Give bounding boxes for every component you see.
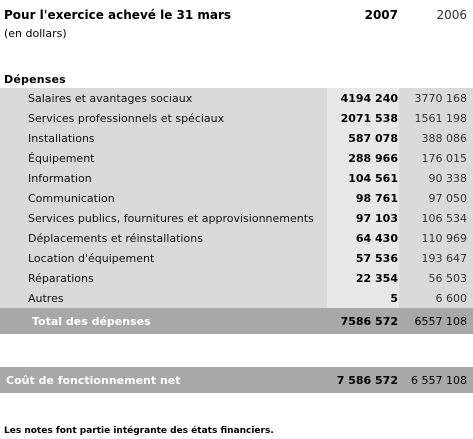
- table-row: Réparations 22 354 56 503: [0, 269, 473, 289]
- expense-label: Déplacements et réinstallations: [28, 232, 203, 245]
- statement-period-title: Pour l'exercice achevé le 31 mars: [4, 8, 232, 22]
- total-expenses-current: 7586 572: [340, 315, 398, 328]
- table-row: Location d'équipement 57 536 193 647: [0, 249, 473, 269]
- currency-note: (en dollars): [4, 27, 67, 40]
- table-row: Déplacements et réinstallations 64 430 110…: [0, 229, 473, 249]
- table-row: Services professionnels et spéciaux 2071 …: [0, 109, 473, 129]
- table-row: Salaires et avantages sociaux 4194 240 377…: [0, 89, 473, 109]
- total-expenses-row: Total des dépenses 7586 572 6557 108: [0, 308, 473, 334]
- expense-current: 97 103: [355, 212, 398, 225]
- expense-label: Autres: [28, 292, 64, 305]
- table-row: Information 104 561 90 338: [0, 169, 473, 189]
- expense-current: 64 430: [355, 232, 398, 245]
- footnote: Les notes font partie intégrante des éta…: [4, 426, 274, 436]
- net-cost-previous: 6 557 108: [411, 374, 467, 387]
- total-expenses-label: Total des dépenses: [32, 315, 151, 328]
- expense-previous: 106 534: [421, 212, 468, 225]
- net-cost-label: Coût de fonctionnement net: [6, 374, 181, 387]
- expense-label: Installations: [28, 132, 95, 145]
- expense-current: 98 761: [355, 192, 398, 205]
- expense-current: 4194 240: [340, 92, 398, 105]
- total-expenses-previous: 6557 108: [414, 315, 468, 328]
- expense-label: Réparations: [28, 272, 94, 285]
- expense-previous: 3770 168: [414, 92, 468, 105]
- expense-label: Communication: [28, 192, 115, 205]
- expense-current: 5: [390, 292, 398, 305]
- expense-previous: 110 969: [421, 232, 468, 245]
- expense-label: Équipement: [28, 152, 95, 165]
- expense-previous: 193 647: [421, 252, 468, 265]
- year-current-header: 2007: [364, 8, 398, 22]
- expense-current: 288 966: [348, 152, 398, 165]
- expense-previous: 1561 198: [414, 112, 468, 125]
- expense-previous: 6 600: [435, 292, 468, 305]
- table-row: Communication 98 761 97 050: [0, 189, 473, 209]
- expense-label: Information: [28, 172, 92, 185]
- expense-current: 57 536: [355, 252, 398, 265]
- expense-label: Location d'équipement: [28, 252, 155, 265]
- expense-label: Services publics, fournitures et approvi…: [28, 212, 314, 225]
- expense-current: 2071 538: [340, 112, 398, 125]
- expense-current: 22 354: [355, 272, 398, 285]
- net-cost-current: 7 586 572: [336, 374, 398, 387]
- expense-label: Salaires et avantages sociaux: [28, 92, 193, 105]
- net-cost-row: Coût de fonctionnement net 7 586 572 6 5…: [0, 367, 473, 393]
- expense-previous: 90 338: [428, 172, 468, 185]
- expense-label: Services professionnels et spéciaux: [28, 112, 225, 125]
- table-row: Autres 5 6 600: [0, 289, 473, 309]
- expense-previous: 176 015: [421, 152, 468, 165]
- current-year-column-shade: [327, 88, 399, 308]
- table-row: Installations 587 078 388 086: [0, 129, 473, 149]
- expense-current: 104 561: [348, 172, 398, 185]
- expense-current: 587 078: [348, 132, 398, 145]
- expense-previous: 56 503: [428, 272, 468, 285]
- expense-previous: 97 050: [428, 192, 468, 205]
- year-previous-header: 2006: [436, 8, 467, 22]
- table-row: Services publics, fournitures et approvi…: [0, 209, 473, 229]
- expense-previous: 388 086: [421, 132, 468, 145]
- table-row: Équipement 288 966 176 015: [0, 149, 473, 169]
- section-title: Dépenses: [4, 73, 66, 86]
